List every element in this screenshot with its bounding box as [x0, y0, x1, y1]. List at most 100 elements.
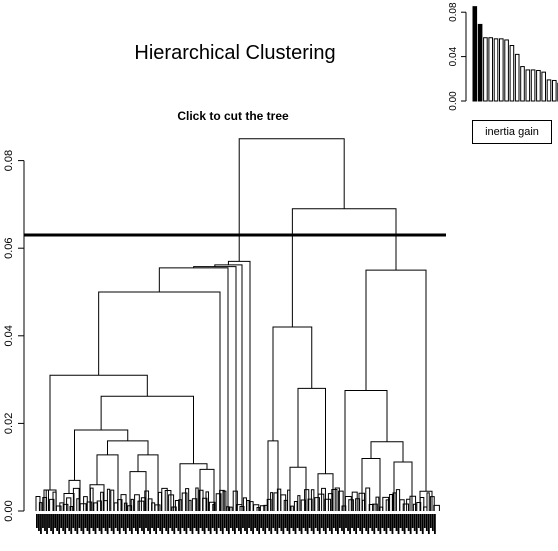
dendrogram-leaf-merge[interactable] [55, 505, 62, 511]
dendrogram-leaf-merge[interactable] [423, 506, 428, 511]
dendrogram-leaf-merge[interactable] [236, 504, 243, 511]
dendrogram-leaf-merge[interactable] [307, 498, 313, 511]
dendrogram-leaf-merge[interactable] [202, 497, 208, 511]
dendrogram-leaf-merge[interactable] [205, 491, 209, 511]
dendrogram-leaf-merge[interactable] [426, 492, 430, 511]
dendrogram-leaf-merge[interactable] [239, 505, 245, 511]
dendrogram-link[interactable] [291, 208, 397, 328]
dendrogram-leaf-merge[interactable] [297, 495, 301, 511]
dendrogram-leaf-merge[interactable] [49, 498, 55, 511]
dendrogram-leaf-merge[interactable] [191, 498, 198, 511]
dendrogram-subtitle[interactable]: Click to cut the tree [177, 109, 289, 123]
dendrogram-leaf-merge[interactable] [66, 497, 72, 511]
dendrogram-link[interactable] [227, 260, 251, 511]
dendrogram-link[interactable] [98, 291, 221, 511]
dendrogram-leaf-merge[interactable] [399, 499, 405, 511]
dendrogram-leaf-merge[interactable] [222, 490, 227, 511]
dendrogram-leaf-merge[interactable] [317, 493, 325, 511]
dendrogram-leaf-merge[interactable] [324, 498, 332, 511]
dendrogram-leaf-merge[interactable] [151, 502, 156, 511]
dendrogram-leaf-merge[interactable] [62, 503, 69, 511]
dendrogram-leaf-merge[interactable] [59, 502, 65, 511]
dendrogram-leaf-merge[interactable] [338, 490, 344, 511]
dendrogram-leaf-merge[interactable] [433, 504, 440, 511]
dendrogram-leaf-merge[interactable] [378, 506, 384, 511]
dendrogram-leaf-merge[interactable] [416, 502, 422, 511]
dendrogram-leaf-merge[interactable] [355, 498, 361, 511]
dendrogram-leaf-merge[interactable] [304, 489, 310, 511]
dendrogram-leaf-merge[interactable] [86, 501, 93, 511]
dendrogram-leaf-merge[interactable] [270, 492, 274, 511]
dendrogram-leaf-merge[interactable] [103, 500, 108, 511]
dendrogram-leaf-merge[interactable] [100, 491, 104, 511]
dendrogram-leaf-merge[interactable] [130, 498, 134, 511]
dendrogram-leaf-merge[interactable] [219, 489, 225, 511]
dendrogram-leaf-merge[interactable] [76, 498, 80, 511]
dendrogram-leaf-merge[interactable] [106, 488, 111, 511]
dendrogram-leaf-merge[interactable] [229, 506, 233, 511]
dendrogram-leaf-merge[interactable] [293, 501, 298, 511]
dendrogram-links[interactable] [35, 138, 440, 511]
dendrogram-leaf-merge[interactable] [35, 495, 41, 511]
dendrogram-link[interactable] [297, 387, 326, 474]
dendrogram-leaf-merge[interactable] [314, 497, 320, 511]
dendrogram-leaf-merge[interactable] [215, 493, 222, 511]
dendrogram-link[interactable] [158, 267, 229, 511]
dendrogram-leaf-merge[interactable] [385, 499, 389, 511]
dendrogram-leaf-merge[interactable] [45, 489, 50, 511]
dendrogram-leaf-merge[interactable] [52, 491, 57, 511]
dendrogram-leaf-merge[interactable] [375, 496, 380, 511]
dendrogram-leaf-merge[interactable] [232, 490, 238, 511]
dendrogram-leaf-merge[interactable] [161, 487, 168, 511]
dendrogram-leaf-merge[interactable] [372, 503, 378, 511]
dendrogram-link[interactable] [107, 440, 149, 455]
dendrogram-leaf-merge[interactable] [412, 503, 417, 511]
dendrogram-leaf-merge[interactable] [368, 503, 375, 511]
dendrogram-leaf-merge[interactable] [188, 499, 192, 511]
dendrogram-leaf-merge[interactable] [259, 505, 266, 511]
dendrogram-leaf-merge[interactable] [69, 506, 74, 511]
dendrogram-leaf-merge[interactable] [365, 487, 371, 511]
dendrogram-leaf-merge[interactable] [395, 489, 401, 511]
dendrogram-leaf-merge[interactable] [96, 500, 102, 511]
dendrogram-leaf-merge[interactable] [195, 487, 199, 511]
dendrogram-link[interactable] [272, 326, 313, 441]
dendrogram-leaf-merge[interactable] [266, 498, 272, 511]
dendrogram-leaf-merge[interactable] [334, 487, 340, 511]
dendrogram-leaf-merge[interactable] [351, 491, 358, 511]
dendrogram-leaf-merge[interactable] [178, 499, 183, 511]
dendrogram-leaf-merge[interactable] [181, 492, 188, 511]
dendrogram-leaf-merge[interactable] [327, 493, 333, 511]
dendrogram-leaf-merge[interactable] [212, 503, 216, 511]
dendrogram-leaf-merge[interactable] [154, 504, 161, 511]
dendrogram-leaf-merge[interactable] [409, 495, 417, 511]
dendrogram-leaf-merge[interactable] [89, 487, 94, 511]
dendrogram-leaf-merge[interactable] [123, 502, 128, 511]
dendrogram-leaf-merge[interactable] [331, 488, 338, 511]
dendrogram-leaf-merge[interactable] [310, 489, 315, 511]
dendrogram-leaf-merge[interactable] [225, 506, 230, 511]
dendrogram-leaf-merge[interactable] [419, 496, 425, 511]
dendrogram-leaf-merge[interactable] [246, 499, 250, 511]
dendrogram-leaf-merge[interactable] [429, 496, 435, 511]
dendrogram-leaf-merge[interactable] [256, 506, 261, 511]
dendrogram-leaf-merge[interactable] [164, 490, 172, 511]
dendrogram-leaf-merge[interactable] [185, 488, 190, 511]
dendrogram-leaf-merge[interactable] [171, 506, 177, 511]
dendrogram-leaf-merge[interactable] [290, 505, 294, 511]
dendrogram-leaf-merge[interactable] [361, 499, 366, 511]
dendrogram-leaf-merge[interactable] [344, 496, 352, 511]
dendrogram-leaf-merge[interactable] [249, 501, 254, 511]
dendrogram-leaf-merge[interactable] [134, 494, 140, 511]
dendrogram-leaf-merge[interactable] [174, 499, 180, 511]
dendrogram-leaf-merge[interactable] [168, 494, 175, 511]
dendrogram-leaf-merge[interactable] [348, 499, 354, 511]
dendrogram-leaf-merge[interactable] [38, 502, 43, 511]
dendrogram-leaf-merge[interactable] [242, 497, 248, 511]
dendrogram-leaf-merge[interactable] [280, 494, 287, 511]
dendrogram-leaf-merge[interactable] [117, 499, 123, 511]
dendrogram-link[interactable] [49, 374, 148, 490]
dendrogram-leaf-merge[interactable] [287, 489, 291, 511]
dendrogram-leaf-merge[interactable] [402, 503, 410, 511]
